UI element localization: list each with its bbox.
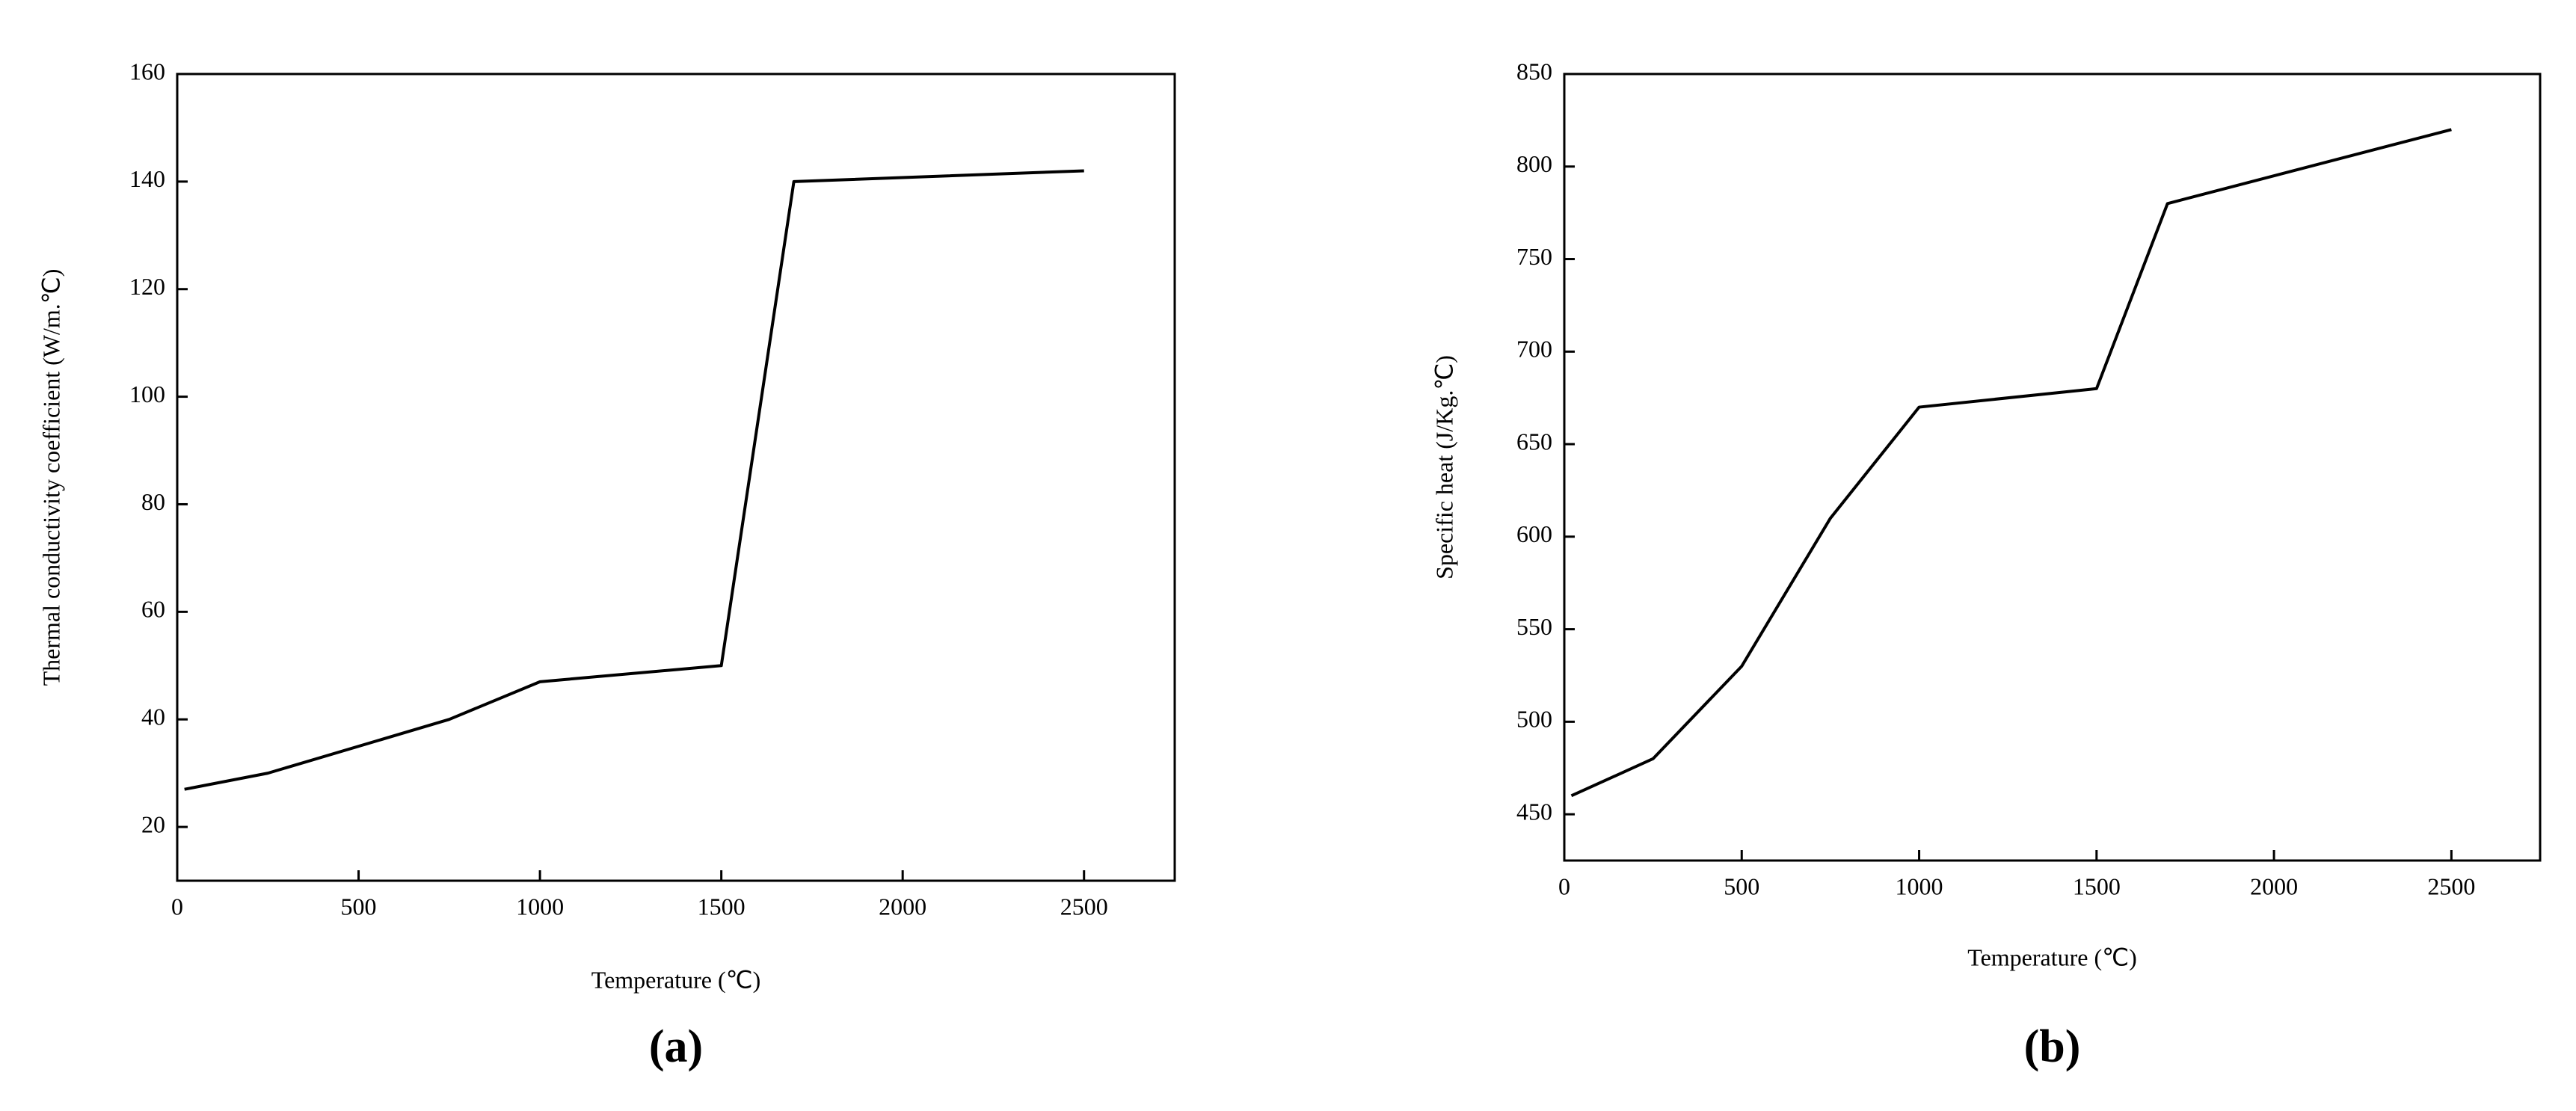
x-tick-label: 1500 [698, 893, 746, 920]
plot-frame [176, 73, 1176, 882]
panel-label: (a) [649, 1021, 703, 1072]
y-tick-label: 850 [1516, 58, 1552, 84]
x-tick-label: 500 [341, 893, 377, 920]
x-tick-label: 1000 [516, 893, 564, 920]
data-line [184, 169, 1084, 791]
x-tick-label: 2500 [2427, 873, 2475, 899]
y-tick-label: 600 [1516, 520, 1552, 547]
y-tick-label: 80 [141, 488, 165, 515]
x-axis-label: Temperature (℃) [1967, 944, 2136, 970]
y-tick-label: 100 [129, 381, 165, 407]
y-tick-label: 60 [141, 596, 165, 623]
y-tick-label: 140 [129, 165, 165, 192]
y-tick-label: 160 [129, 58, 165, 84]
y-tick-label: 20 [141, 810, 165, 837]
y-tick-label: 650 [1516, 428, 1552, 455]
x-axis-label: Temperature (℃) [591, 966, 760, 993]
y-tick-label: 700 [1516, 336, 1552, 363]
x-tick-label: 2000 [879, 893, 926, 920]
x-tick-label: 2500 [1060, 893, 1108, 920]
y-axis-label: Specific heat (J/Kg.℃) [1430, 355, 1457, 579]
x-tick-label: 0 [1558, 873, 1570, 899]
x-tick-label: 1500 [2073, 873, 2121, 899]
y-tick-label: 450 [1516, 798, 1552, 825]
y-tick-label: 120 [129, 273, 165, 300]
y-tick-label: 550 [1516, 613, 1552, 640]
x-tick-label: 500 [1724, 873, 1759, 899]
x-tick-label: 1000 [1896, 873, 1943, 899]
panel-label: (b) [2024, 1021, 2081, 1072]
y-tick-label: 500 [1516, 706, 1552, 733]
y-tick-label: 750 [1516, 243, 1552, 270]
x-tick-label: 0 [171, 893, 183, 920]
y-tick-label: 40 [141, 704, 165, 730]
data-line [1570, 128, 2452, 798]
x-tick-label: 2000 [2250, 873, 2298, 899]
plot-frame [1563, 73, 2542, 862]
y-axis-label: Thermal conductivity coefficient (W/m.℃) [37, 269, 64, 686]
y-tick-label: 800 [1516, 150, 1552, 177]
